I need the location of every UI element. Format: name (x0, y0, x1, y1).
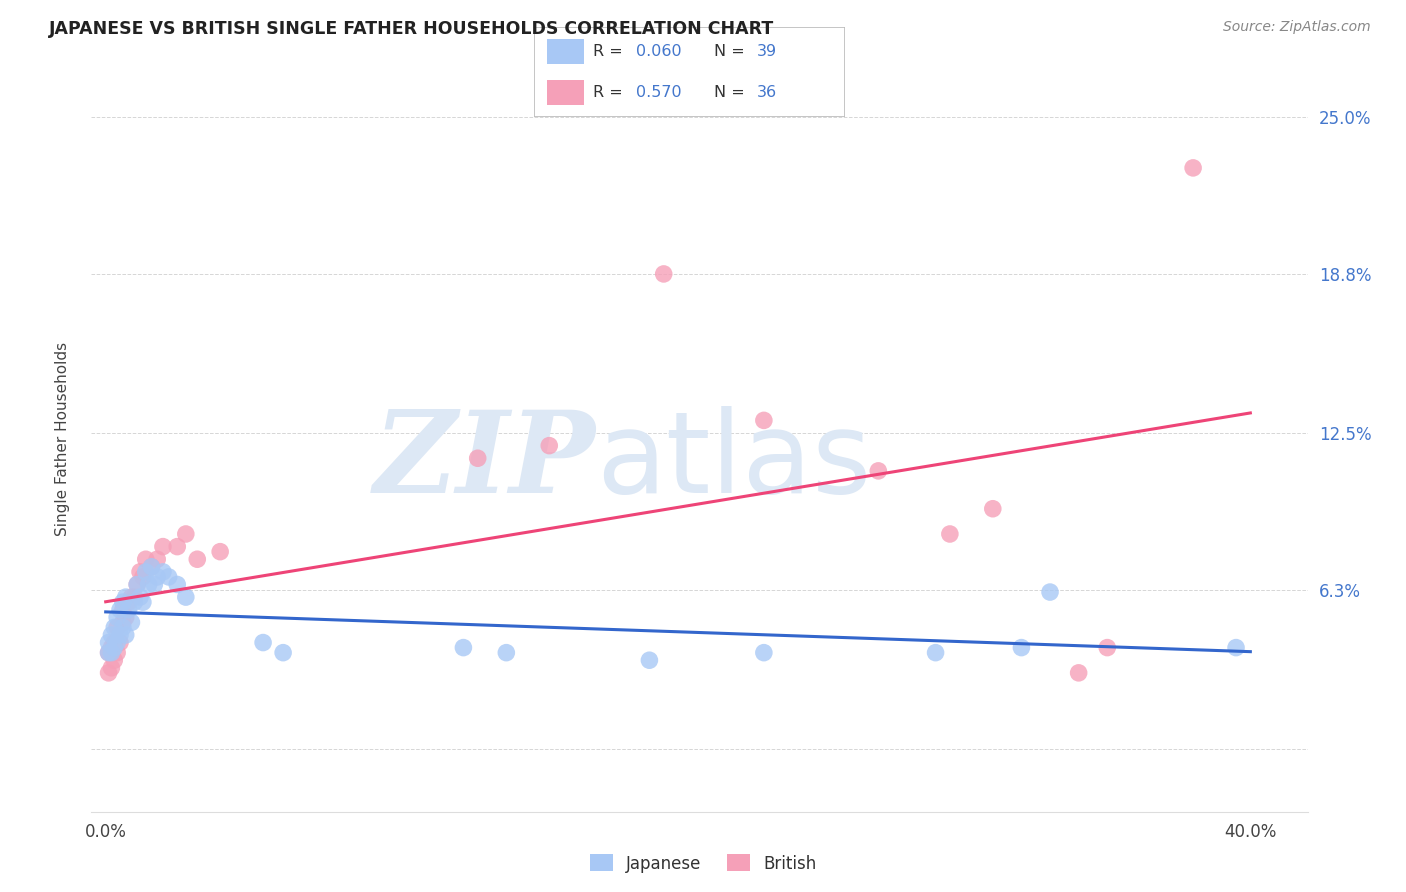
Point (105, 610, 128, 624)
Point (120, 615, 142, 630)
Point (146, 570, 169, 584)
Point (111, 603, 134, 617)
Point (111, 615, 134, 630)
Point (111, 595, 134, 609)
Point (124, 595, 146, 609)
Point (868, 464, 890, 478)
Point (1067, 665, 1090, 680)
Point (114, 610, 136, 624)
Point (924, 646, 946, 660)
Point (152, 540, 174, 554)
Point (252, 635, 274, 649)
Point (638, 653, 661, 667)
Point (103, 653, 125, 667)
Point (166, 540, 188, 554)
Text: 0.060: 0.060 (637, 45, 682, 59)
Point (135, 552, 157, 566)
Point (120, 590, 142, 604)
Point (127, 577, 149, 591)
Text: N =: N = (714, 45, 749, 59)
FancyBboxPatch shape (547, 39, 583, 64)
Point (1010, 640, 1032, 655)
Point (157, 570, 180, 584)
Point (97, 646, 120, 660)
Text: ZIP: ZIP (374, 406, 596, 517)
Point (117, 603, 139, 617)
Y-axis label: Single Father Households: Single Father Households (55, 343, 70, 536)
Point (1225, 640, 1247, 655)
Point (111, 620, 134, 634)
Point (538, 439, 561, 453)
Point (100, 661, 122, 675)
Text: Source: ZipAtlas.com: Source: ZipAtlas.com (1223, 20, 1371, 34)
Point (97, 665, 120, 680)
Point (146, 552, 169, 566)
Point (103, 620, 125, 634)
Point (103, 635, 125, 649)
Point (752, 413, 775, 427)
Point (174, 527, 197, 541)
Point (105, 635, 128, 649)
Point (138, 577, 160, 591)
Point (100, 646, 122, 660)
Point (186, 552, 208, 566)
Point (174, 590, 197, 604)
Point (114, 590, 136, 604)
Point (108, 635, 131, 649)
Point (166, 577, 188, 591)
Point (117, 595, 139, 609)
Point (129, 565, 152, 579)
Point (752, 646, 775, 660)
Point (132, 570, 155, 584)
Text: atlas: atlas (596, 406, 872, 517)
Point (209, 544, 232, 558)
Point (652, 267, 675, 281)
Text: 39: 39 (756, 45, 778, 59)
Point (105, 646, 128, 660)
Point (114, 628, 136, 642)
Point (1182, 161, 1205, 175)
Point (152, 565, 174, 579)
Text: JAPANESE VS BRITISH SINGLE FATHER HOUSEHOLDS CORRELATION CHART: JAPANESE VS BRITISH SINGLE FATHER HOUSEH… (49, 20, 775, 37)
Point (100, 628, 122, 642)
Point (495, 646, 517, 660)
Point (129, 590, 152, 604)
Point (271, 646, 294, 660)
Point (105, 620, 128, 634)
Point (141, 559, 163, 574)
Point (97, 635, 120, 649)
Point (1097, 640, 1119, 655)
FancyBboxPatch shape (547, 80, 583, 105)
Point (97, 646, 120, 660)
Text: R =: R = (593, 45, 628, 59)
Point (939, 527, 962, 541)
Text: 36: 36 (756, 86, 778, 100)
Text: N =: N = (714, 86, 749, 100)
Point (981, 501, 1004, 516)
Point (135, 565, 157, 579)
Point (141, 559, 163, 574)
Point (124, 590, 146, 604)
Point (108, 603, 131, 617)
Point (127, 577, 149, 591)
Point (108, 628, 131, 642)
Point (453, 640, 475, 655)
Point (467, 451, 489, 466)
Text: 0.570: 0.570 (637, 86, 682, 100)
Point (143, 577, 166, 591)
Legend: Japanese, British: Japanese, British (583, 847, 823, 880)
Point (1039, 585, 1062, 599)
Point (100, 640, 122, 655)
Point (132, 595, 155, 609)
Point (103, 640, 125, 655)
Text: R =: R = (593, 86, 628, 100)
